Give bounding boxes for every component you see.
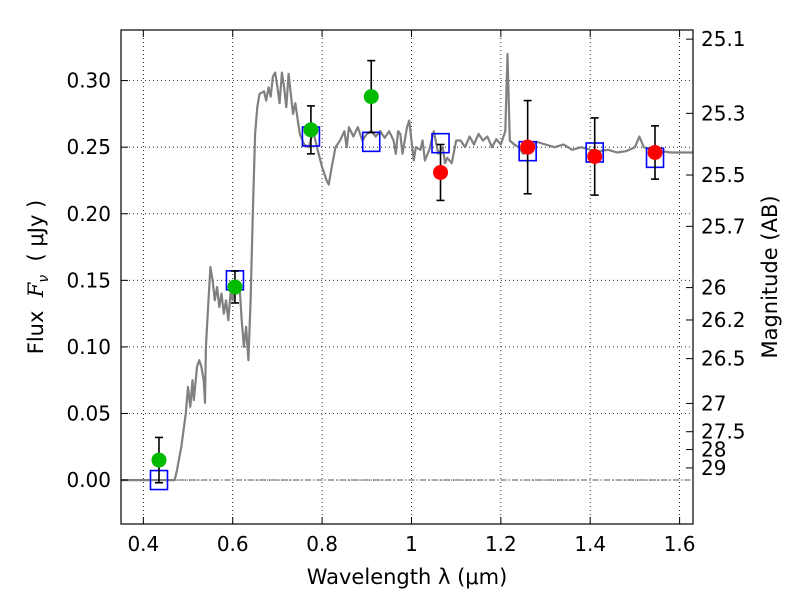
y2-axis-title: Magnitude (AB) bbox=[758, 195, 782, 358]
y-tick-label: 0.15 bbox=[66, 268, 111, 292]
y2-tick-label: 25.7 bbox=[701, 214, 746, 238]
y2-tick-label: 27 bbox=[701, 391, 726, 415]
x-axis-title: Wavelength λ (μm) bbox=[307, 565, 508, 589]
x-tick-label: 1.6 bbox=[664, 532, 696, 556]
grid bbox=[121, 30, 693, 524]
y2-tick-label: 29 bbox=[701, 456, 726, 480]
x-tick-label: 0.4 bbox=[127, 532, 159, 556]
y-axis-title: Flux Fν ( μJy ) bbox=[24, 200, 52, 355]
y-tick-label: 0.30 bbox=[66, 69, 111, 93]
y-tick-label: 0.00 bbox=[66, 468, 111, 492]
x-tick-label: 1 bbox=[405, 532, 418, 556]
y-tick-label: 0.20 bbox=[66, 202, 111, 226]
y2-tick-label: 25.1 bbox=[701, 27, 746, 51]
spectrum-line bbox=[121, 52, 693, 482]
observed-point bbox=[647, 145, 663, 161]
observed-point bbox=[303, 122, 319, 138]
y-tick-label: 0.10 bbox=[66, 335, 111, 359]
x-tick-label: 1.4 bbox=[574, 532, 606, 556]
plot-frame bbox=[120, 29, 694, 525]
plot-content bbox=[121, 52, 693, 491]
y2-tick-label: 26.2 bbox=[701, 308, 746, 332]
observed-point bbox=[363, 89, 379, 105]
observed-point bbox=[587, 148, 603, 164]
x-tick-label: 1.2 bbox=[485, 532, 517, 556]
x-tick-label: 0.6 bbox=[217, 532, 249, 556]
observed-point bbox=[433, 164, 449, 180]
y2-tick-label: 28 bbox=[701, 438, 726, 462]
y2-tick-label: 26.5 bbox=[701, 347, 746, 371]
y2-tick-label: 25.5 bbox=[701, 163, 746, 187]
y-axis: 0.00 0.05 0.10 0.15 0.20 0.25 0.30 bbox=[66, 69, 128, 492]
y2-tick-label: 27.5 bbox=[701, 420, 746, 444]
observed-point bbox=[520, 139, 536, 155]
y-tick-label: 0.05 bbox=[66, 401, 111, 425]
y2-tick-label: 25.3 bbox=[701, 101, 746, 125]
observed-point bbox=[227, 279, 243, 295]
x-tick-label: 0.8 bbox=[306, 532, 338, 556]
y-tick-label: 0.25 bbox=[66, 135, 111, 159]
observed-point bbox=[151, 452, 167, 468]
y2-tick-label: 26 bbox=[701, 276, 726, 300]
x-axis: 0.4 0.6 0.8 1 1.2 1.4 1.6 bbox=[127, 30, 696, 556]
